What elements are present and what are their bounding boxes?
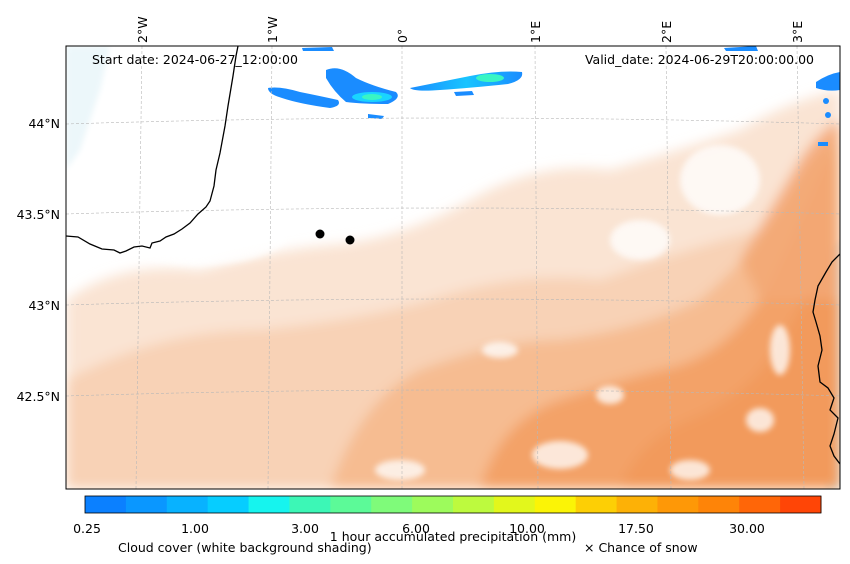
colorbar-cell [698,496,740,513]
lon-label: 2°E [659,21,674,43]
colorbar-cells [85,496,822,513]
lat-label: 44°N [28,116,60,131]
location-markers [315,229,355,245]
colorbar-tick: 10.00 [509,521,545,536]
snow-legend: × Chance of snow [584,540,698,555]
lat-label: 43.5°N [17,207,60,222]
colorbar-cell [493,496,536,513]
colorbar-cell [780,496,822,513]
colorbar-title: 1 hour accumulated precipitation (mm) [330,529,576,544]
valid-date-label: Valid_date: 2024-06-29T20:00:00.00 [585,52,814,67]
colorbar-cell [534,496,577,513]
colorbar-cell [289,496,331,513]
colorbar-border [84,495,822,514]
lon-label: 1°E [528,21,543,43]
colorbar-tick: 3.00 [291,521,319,536]
colorbar-cell [657,496,699,513]
start-date-label: Start date: 2024-06-27_12:00:00 [92,52,298,67]
colorbar-cell [575,496,618,513]
lat-label: 43°N [28,298,60,313]
colorbar-cell [371,496,413,513]
colorbar-cell [85,496,127,513]
colorbar-cell [125,496,168,513]
colorbar-tick: 17.50 [618,521,654,536]
map-border [65,45,841,490]
lat-label: 42.5°N [17,389,60,404]
colorbar-tick: 0.25 [73,521,101,536]
lon-label: 3°E [790,21,805,43]
colorbar-cell [248,496,290,513]
lon-label: 2°W [135,16,150,43]
longitude-labels: 2°W 1°W 0° 1°E 2°E 3°E [135,16,805,43]
marker-point-2 [345,235,355,245]
colorbar-cell [207,496,250,513]
lon-label: 1°W [265,16,280,43]
lon-label: 0° [395,29,410,43]
map-panel: Start date: 2024-06-27_12:00:00 Valid_da… [66,46,840,489]
colorbar-cell [453,496,495,513]
colorbar-cell [330,496,372,513]
precip-cells-north [268,46,840,146]
colorbar-cell [616,496,658,513]
colorbar-cell [166,496,209,513]
colorbar-cell [739,496,781,513]
gridlines [66,46,840,489]
coastline [66,46,840,465]
cloud-cover-legend: Cloud cover (white background shading) [118,540,372,555]
colorbar: 0.25 1.00 3.00 6.00 10.00 17.50 30.00 1 … [73,495,822,544]
precipitation-field [66,70,840,489]
colorbar-tick: 1.00 [181,521,209,536]
colorbar-tick: 30.00 [729,521,765,536]
colorbar-tick: 6.00 [402,521,430,536]
latitude-labels: 44°N 43.5°N 43°N 42.5°N [17,116,60,404]
marker-point-1 [315,229,325,239]
colorbar-cell [412,496,454,513]
